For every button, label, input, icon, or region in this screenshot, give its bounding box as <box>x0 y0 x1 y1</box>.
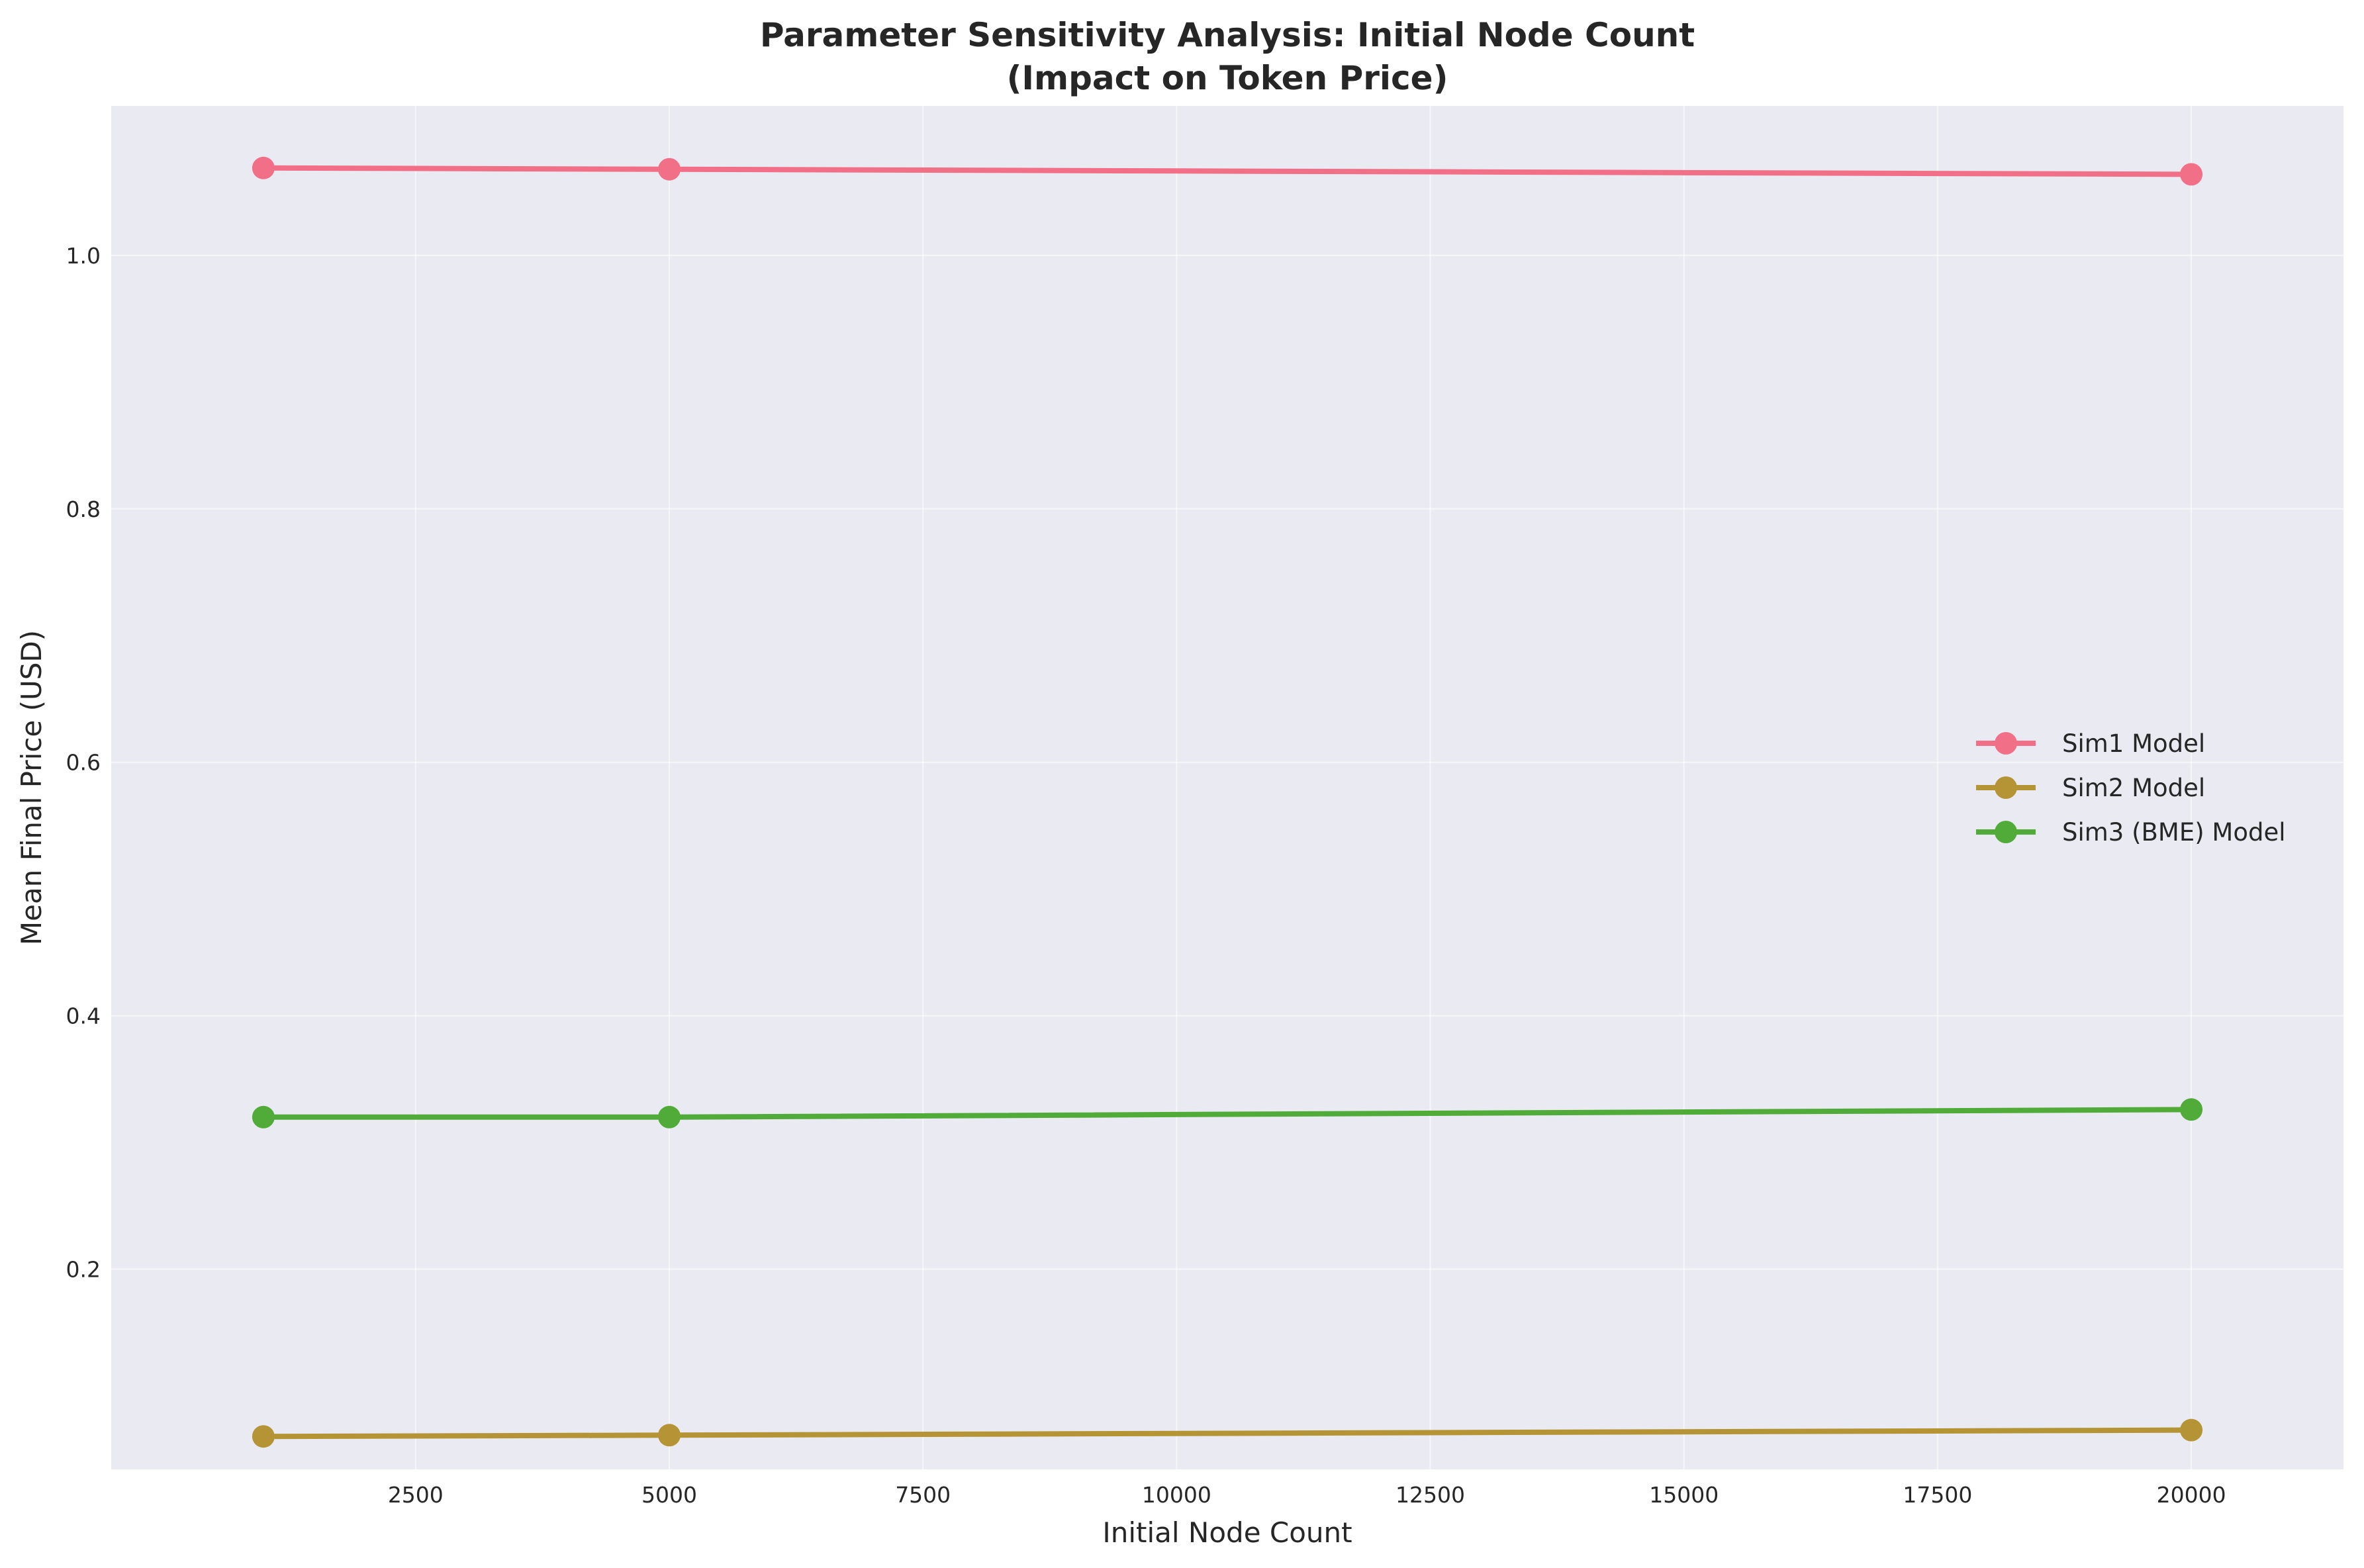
chart-title-line-1: Parameter Sensitivity Analysis: Initial … <box>760 16 1695 54</box>
chart-title-line-2: (Impact on Token Price) <box>1007 59 1448 97</box>
x-tick-label: 7500 <box>895 1482 951 1508</box>
data-point <box>658 1105 681 1129</box>
legend-marker <box>1995 776 2017 799</box>
x-tick-label: 5000 <box>641 1482 697 1508</box>
x-tick-label: 20000 <box>2157 1482 2226 1508</box>
data-point <box>2180 163 2203 186</box>
legend-marker <box>1995 732 2017 755</box>
x-tick-label: 10000 <box>1142 1482 1211 1508</box>
legend-label: Sim2 Model <box>2062 774 2205 802</box>
legend: Sim1 Model Sim2 Model Sim3 (BME) Model <box>1976 729 2286 847</box>
y-tick-label: 0.4 <box>66 1003 101 1029</box>
y-tick-label: 0.8 <box>66 496 101 522</box>
data-point <box>658 158 681 181</box>
data-point <box>2180 1418 2203 1442</box>
data-point <box>252 156 275 179</box>
x-tick-label: 17500 <box>1903 1482 1972 1508</box>
data-point <box>658 1424 681 1447</box>
y-axis-label: Mean Final Price (USD) <box>15 630 48 945</box>
x-tick-label: 15000 <box>1649 1482 1719 1508</box>
x-axis-label: Initial Node Count <box>1102 1516 1352 1549</box>
data-point <box>252 1425 275 1448</box>
y-tick-label: 0.2 <box>66 1257 101 1283</box>
tick-labels: 2500 5000 7500 10000 12500 15000 17500 20000 0.2… <box>66 243 2226 1508</box>
data-point <box>2180 1098 2203 1121</box>
y-tick-label: 1.0 <box>66 243 101 269</box>
legend-label: Sim1 Model <box>2062 729 2205 758</box>
x-tick-label: 2500 <box>388 1482 444 1508</box>
grid <box>111 106 2343 1469</box>
x-tick-label: 12500 <box>1395 1482 1465 1508</box>
y-tick-label: 0.6 <box>66 750 101 776</box>
legend-marker <box>1995 821 2017 843</box>
plot-area <box>111 106 2343 1469</box>
data-point <box>252 1105 275 1129</box>
legend-label: Sim3 (BME) Model <box>2062 818 2286 847</box>
series-layer <box>252 156 2203 1448</box>
